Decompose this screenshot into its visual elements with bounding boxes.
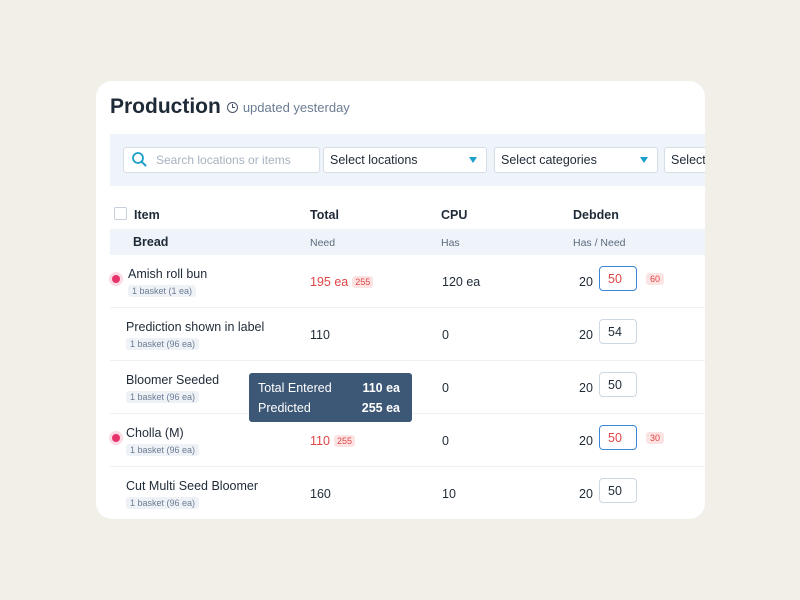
item-name: Prediction shown in label: [126, 320, 265, 334]
table-row[interactable]: Prediction shown in label 1 basket (96 e…: [110, 308, 705, 361]
need-tag: 60: [646, 273, 665, 285]
table-row[interactable]: Bloomer Seeded 1 basket (96 ea) 0 20: [110, 361, 705, 414]
has-value: 20: [579, 434, 593, 448]
need-input[interactable]: [599, 266, 637, 291]
table-row[interactable]: Cut Multi Seed Bloomer 1 basket (96 ea) …: [110, 467, 705, 519]
debden-subheader: Has / Need: [573, 237, 626, 249]
select-third[interactable]: Select: [664, 147, 705, 173]
need-input[interactable]: [599, 372, 637, 397]
chevron-down-icon: [469, 157, 477, 163]
cpu-cell: 120 ea: [442, 275, 481, 289]
select-categories-label: Select categories: [501, 153, 597, 167]
total-cell: 195 ea 255: [310, 275, 374, 289]
production-card: Production updated yesterday Select loca…: [96, 81, 705, 519]
basket-badge: 1 basket (96 ea): [126, 391, 200, 403]
search-input[interactable]: [154, 152, 318, 168]
basket-badge: 1 basket (96 ea): [126, 444, 200, 456]
column-total[interactable]: Total: [310, 208, 339, 222]
cpu-cell: 10: [442, 487, 456, 501]
alert-dot-icon: [112, 275, 120, 283]
item-name: Cut Multi Seed Bloomer: [126, 479, 259, 493]
select-locations-label: Select locations: [330, 153, 418, 167]
page-title: Production: [110, 95, 221, 118]
has-value: 20: [579, 275, 593, 289]
total-value: 195 ea: [310, 275, 349, 289]
need-tag: 30: [646, 432, 665, 444]
clock-icon: [226, 101, 238, 113]
has-value: 20: [579, 487, 593, 501]
search-icon: [132, 152, 147, 167]
prediction-tag[interactable]: 255: [352, 276, 374, 288]
select-all-checkbox[interactable]: [114, 207, 127, 220]
need-input[interactable]: [599, 319, 637, 344]
total-cell: 110: [310, 328, 330, 342]
page-header: Production updated yesterday: [110, 95, 350, 119]
search-box[interactable]: [123, 147, 320, 173]
table-row[interactable]: Amish roll bun 1 basket (1 ea) 195 ea 255…: [110, 255, 705, 308]
select-third-label: Select: [671, 153, 705, 167]
total-cell: 160: [310, 487, 331, 501]
alert-dot-icon: [112, 434, 120, 442]
filter-bar: Select locations Select categories Selec…: [110, 134, 705, 186]
basket-badge: 1 basket (96 ea): [126, 497, 200, 509]
need-input[interactable]: [599, 425, 637, 450]
has-value: 20: [579, 381, 593, 395]
prediction-tooltip: Total Entered 110 ea Predicted 255 ea: [249, 373, 412, 422]
chevron-down-icon: [640, 157, 648, 163]
item-name: Bloomer Seeded: [126, 373, 220, 387]
total-subheader: Need: [310, 237, 336, 249]
table-row[interactable]: Cholla (M) 1 basket (96 ea) 110 255 0 20 …: [110, 414, 705, 467]
table-header: Item Total CPU Debden: [110, 201, 705, 229]
tooltip-entered-label: Total Entered: [258, 381, 332, 395]
cpu-cell: 0: [442, 328, 449, 342]
total-cell: 110 255: [310, 434, 355, 448]
group-header: Bread Need Has Has / Need: [110, 229, 705, 255]
column-cpu[interactable]: CPU: [441, 208, 468, 222]
row-divider: [110, 307, 705, 308]
tooltip-entered-value: 110 ea: [362, 381, 400, 395]
row-divider: [110, 466, 705, 467]
tooltip-predicted-label: Predicted: [258, 401, 311, 415]
column-item[interactable]: Item: [134, 208, 160, 222]
cpu-subheader: Has: [441, 237, 460, 249]
total-value: 110: [310, 434, 330, 448]
group-name: Bread: [133, 235, 169, 249]
item-name: Cholla (M): [126, 426, 184, 440]
prediction-tag[interactable]: 255: [333, 435, 355, 447]
select-categories[interactable]: Select categories: [494, 147, 658, 173]
cpu-cell: 0: [442, 434, 449, 448]
cpu-cell: 0: [442, 381, 449, 395]
item-name: Amish roll bun: [128, 267, 208, 281]
has-value: 20: [579, 328, 593, 342]
updated-status: updated yesterday: [242, 99, 350, 115]
column-debden[interactable]: Debden: [573, 208, 619, 222]
basket-badge: 1 basket (96 ea): [126, 338, 200, 350]
select-locations[interactable]: Select locations: [323, 147, 487, 173]
tooltip-predicted-value: 255 ea: [361, 401, 400, 415]
basket-badge: 1 basket (1 ea): [128, 285, 197, 297]
need-input[interactable]: [599, 478, 637, 503]
row-divider: [110, 360, 705, 361]
